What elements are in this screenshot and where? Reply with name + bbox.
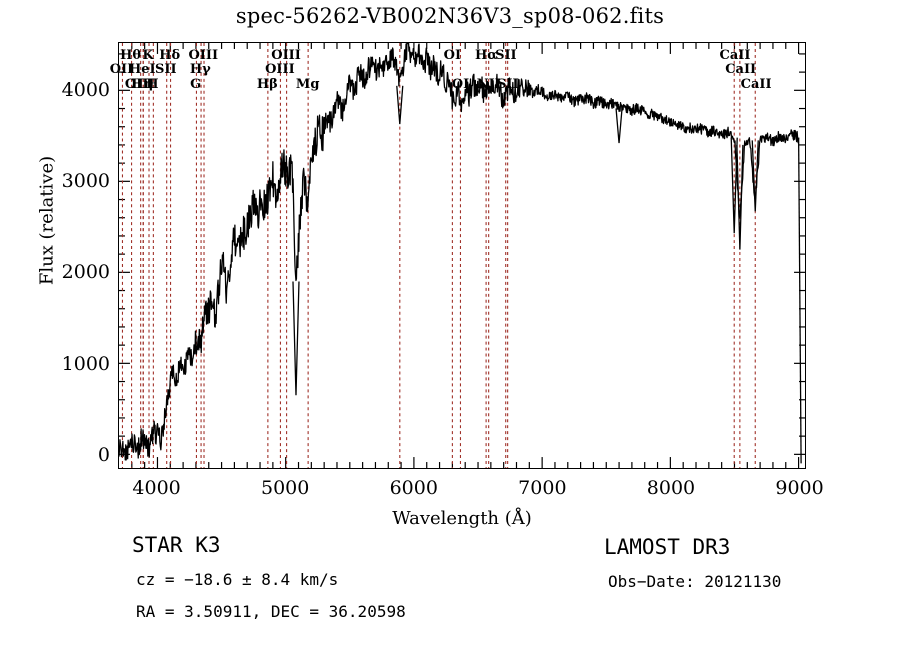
spectral-line-label: SII [155,62,177,77]
y-tick-label: 3000 [61,169,110,192]
spectral-line-label: OI [451,77,470,92]
spectral-line-label: H [146,77,159,92]
spectral-line-label: HeI [128,62,156,77]
survey-name-text: LAMOST DR3 [604,535,731,559]
y-tick-label: 0 [97,444,110,467]
x-tick-label: 5000 [260,477,310,499]
observation-date-text: Obs−Date: 20121130 [608,572,782,591]
spectral-line-label: Hα [475,48,498,63]
spectral-line-label: K [142,48,154,63]
spectral-line-label: SII [496,77,519,92]
spectral-line-label: OII [109,62,134,77]
spectral-line-label: OIII [124,77,155,92]
x-tick-label: 6000 [389,477,438,499]
spectral-line-label: OIII [188,48,219,63]
y-axis-title: Flux (relative) [36,155,58,286]
spectral-line-label: Hγ [189,62,211,77]
spectral-line-label: CaII [725,62,757,77]
spectral-line-label: Mg [295,77,320,92]
spectral-line-label: OIII [265,62,295,77]
spectral-line-label: Hβ [256,77,278,92]
spectral-line-label: Hθ [120,48,142,63]
spectral-line-label: G [190,77,202,92]
spectrum-canvas [119,43,805,468]
spectral-line-label: SII [495,48,517,63]
x-tick-label: 8000 [646,477,696,499]
x-tick-label: 9000 [775,477,824,499]
spectral-line-label: Hη [131,77,154,92]
spectral-line-label: OIII [271,48,301,63]
x-axis-title: Wavelength (Å) [392,508,532,529]
y-tick-label: 1000 [61,352,110,375]
object-class-text: STAR K3 [132,533,221,557]
y-tick-label: 4000 [61,78,110,101]
spectral-line-label: NII [476,77,501,92]
x-tick-label: 4000 [132,477,181,499]
y-tick-label: 2000 [61,261,110,284]
spectral-line-label: CaII [740,77,772,92]
x-tick-label: 7000 [518,477,567,499]
coordinates-text: RA = 3.50911, DEC = 36.20598 [136,602,406,621]
spectral-line-label: Hδ [159,48,181,63]
redshift-velocity-text: cz = −18.6 ± 8.4 km/s [136,570,339,589]
spectral-line-label: OI [443,48,462,63]
plot-area [118,42,806,469]
page-title: spec-56262-VB002N36V3_sp08-062.fits [235,4,665,28]
spectral-line-label: CaII [719,48,751,63]
